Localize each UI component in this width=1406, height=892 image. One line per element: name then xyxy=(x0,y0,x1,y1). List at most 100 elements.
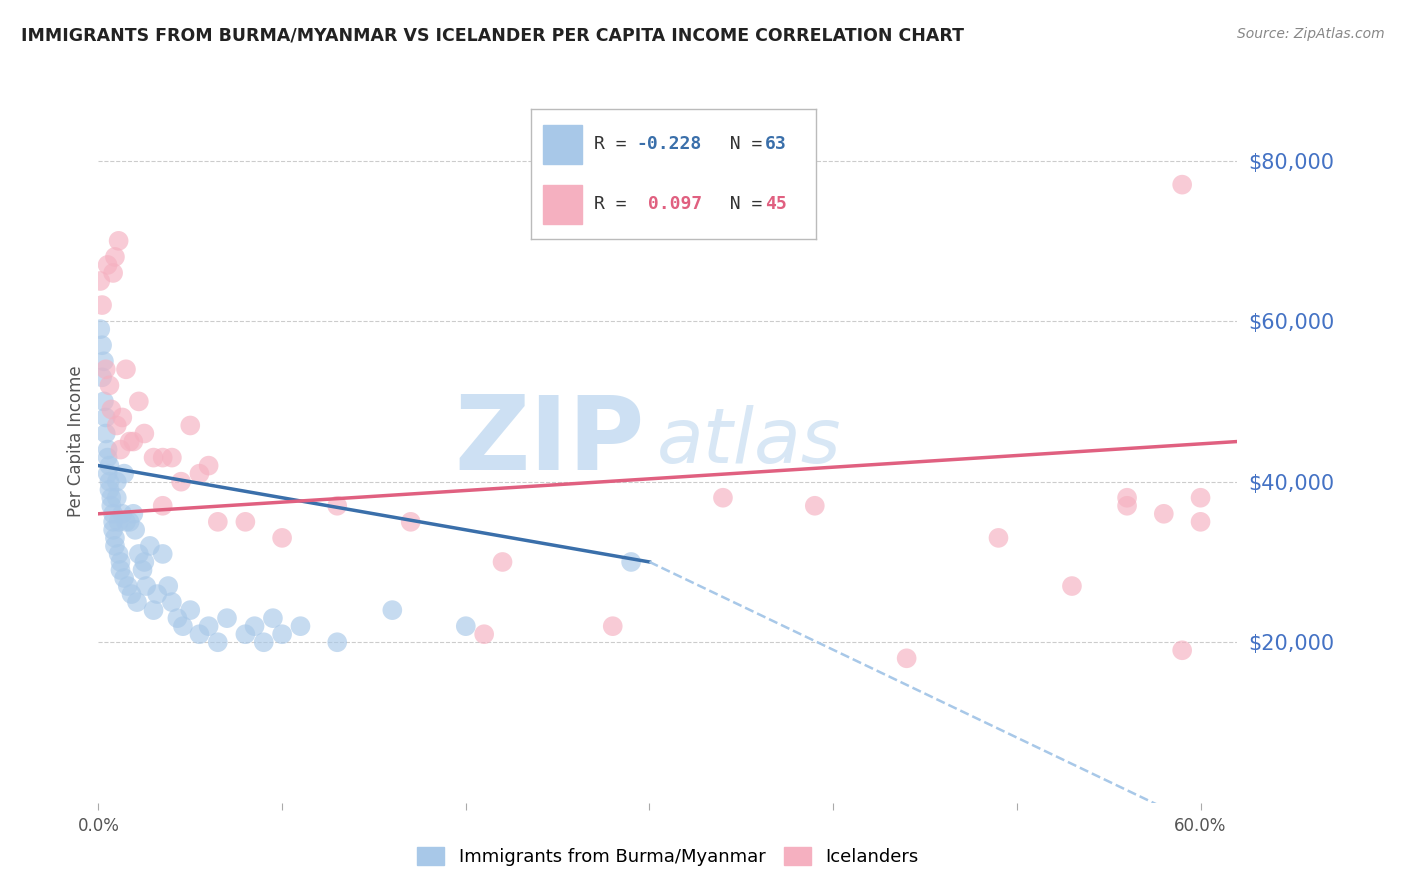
Text: Source: ZipAtlas.com: Source: ZipAtlas.com xyxy=(1237,27,1385,41)
Point xyxy=(602,619,624,633)
Point xyxy=(1171,178,1194,192)
Point xyxy=(97,442,120,457)
Point xyxy=(1189,515,1212,529)
Point xyxy=(271,531,294,545)
Point xyxy=(101,523,124,537)
Point xyxy=(104,250,127,264)
Point xyxy=(98,378,121,392)
Point xyxy=(235,515,257,529)
Point xyxy=(197,619,219,633)
Point xyxy=(100,499,122,513)
Point xyxy=(179,418,201,433)
Point xyxy=(122,507,145,521)
Point xyxy=(271,627,294,641)
Point xyxy=(142,450,165,465)
Point xyxy=(399,515,422,529)
Point xyxy=(121,587,143,601)
Point xyxy=(111,507,134,521)
Point xyxy=(115,362,138,376)
Point xyxy=(160,450,183,465)
Point xyxy=(146,587,169,601)
Point xyxy=(94,426,117,441)
Text: IMMIGRANTS FROM BURMA/MYANMAR VS ICELANDER PER CAPITA INCOME CORRELATION CHART: IMMIGRANTS FROM BURMA/MYANMAR VS ICELAND… xyxy=(21,27,965,45)
Point xyxy=(128,547,150,561)
Point xyxy=(131,563,153,577)
Point xyxy=(91,370,114,384)
Point xyxy=(128,394,150,409)
Text: ZIP: ZIP xyxy=(454,391,645,492)
Point xyxy=(105,491,128,505)
Point xyxy=(1153,507,1175,521)
Point xyxy=(100,491,122,505)
Point xyxy=(117,579,139,593)
Point xyxy=(91,338,114,352)
Point xyxy=(207,515,229,529)
Point xyxy=(135,579,157,593)
Point xyxy=(105,475,128,489)
Point xyxy=(804,499,827,513)
Point xyxy=(101,507,124,521)
Point xyxy=(98,458,121,473)
Point xyxy=(101,515,124,529)
Point xyxy=(160,595,183,609)
Point xyxy=(1116,491,1139,505)
Point xyxy=(97,450,120,465)
Point xyxy=(110,563,132,577)
Point xyxy=(166,611,188,625)
Point xyxy=(111,410,134,425)
Point xyxy=(134,426,156,441)
Point xyxy=(152,499,174,513)
Point xyxy=(93,354,115,368)
Point xyxy=(326,499,349,513)
Point xyxy=(110,442,132,457)
Point xyxy=(896,651,918,665)
Point xyxy=(620,555,643,569)
Legend: Immigrants from Burma/Myanmar, Icelanders: Immigrants from Burma/Myanmar, Icelander… xyxy=(411,839,925,873)
Point xyxy=(157,579,180,593)
Point xyxy=(152,450,174,465)
Point xyxy=(112,571,135,585)
Point xyxy=(188,627,211,641)
Point xyxy=(215,611,238,625)
Point xyxy=(101,266,124,280)
Point xyxy=(107,234,129,248)
Point xyxy=(987,531,1010,545)
Point xyxy=(107,547,129,561)
Point xyxy=(326,635,349,649)
Point xyxy=(253,635,276,649)
Point xyxy=(100,402,122,417)
Point xyxy=(118,434,141,449)
Point xyxy=(115,515,138,529)
Y-axis label: Per Capita Income: Per Capita Income xyxy=(66,366,84,517)
Point xyxy=(262,611,284,625)
Point xyxy=(124,523,146,537)
Point xyxy=(235,627,257,641)
Point xyxy=(98,475,121,489)
Point xyxy=(711,491,734,505)
Point xyxy=(91,298,114,312)
Point xyxy=(188,467,211,481)
Point xyxy=(94,362,117,376)
Point xyxy=(122,434,145,449)
Point xyxy=(172,619,194,633)
Point xyxy=(97,258,120,272)
Point xyxy=(1116,499,1139,513)
Point xyxy=(89,274,111,288)
Text: atlas: atlas xyxy=(657,405,841,478)
Point xyxy=(1189,491,1212,505)
Point xyxy=(1060,579,1083,593)
Point xyxy=(107,515,129,529)
Point xyxy=(139,539,162,553)
Point xyxy=(125,595,148,609)
Point xyxy=(1171,643,1194,657)
Point xyxy=(112,467,135,481)
Point xyxy=(472,627,495,641)
Point xyxy=(105,418,128,433)
Point xyxy=(142,603,165,617)
Point xyxy=(93,394,115,409)
Point xyxy=(454,619,477,633)
Point xyxy=(97,467,120,481)
Point xyxy=(104,531,127,545)
Point xyxy=(118,515,141,529)
Point xyxy=(152,547,174,561)
